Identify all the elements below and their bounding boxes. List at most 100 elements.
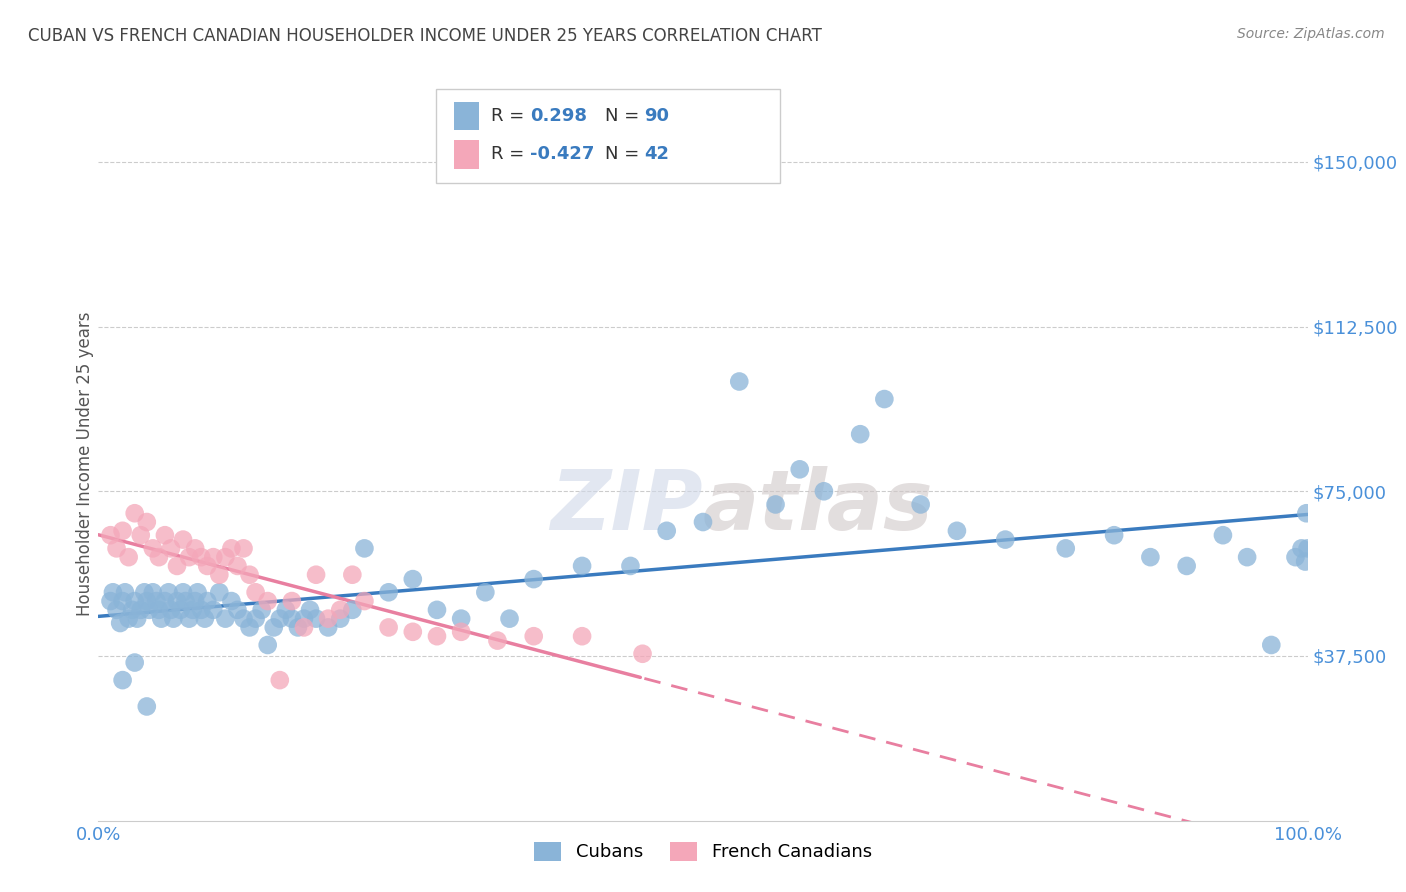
Point	[111, 673, 134, 687]
Point	[1212, 528, 1234, 542]
Point	[402, 572, 425, 586]
Point	[100, 528, 122, 542]
Point	[353, 594, 375, 608]
Point	[450, 612, 472, 626]
Point	[134, 585, 156, 599]
Text: ZIP: ZIP	[550, 467, 703, 547]
Point	[148, 603, 170, 617]
Point	[124, 506, 146, 520]
Point	[239, 620, 262, 634]
Point	[194, 612, 217, 626]
Point	[450, 624, 472, 639]
Point	[179, 612, 201, 626]
Point	[1102, 528, 1125, 542]
Point	[111, 524, 134, 538]
Point	[138, 603, 160, 617]
Text: 90: 90	[644, 107, 669, 125]
Point	[105, 541, 128, 556]
Point	[135, 515, 157, 529]
Point	[114, 585, 136, 599]
Point	[121, 603, 143, 617]
Point	[377, 620, 399, 634]
Point	[1294, 555, 1316, 569]
Point	[474, 585, 496, 599]
Point	[124, 594, 146, 608]
Point	[256, 638, 278, 652]
Point	[202, 550, 225, 565]
Text: Source: ZipAtlas.com: Source: ZipAtlas.com	[1237, 27, 1385, 41]
Point	[523, 572, 546, 586]
Point	[631, 647, 654, 661]
Point	[129, 528, 152, 542]
Point	[426, 629, 449, 643]
Point	[187, 585, 209, 599]
Point	[148, 550, 170, 565]
Text: atlas: atlas	[703, 467, 934, 547]
Point	[486, 633, 509, 648]
Point	[571, 629, 593, 643]
Point	[292, 620, 315, 634]
Point	[160, 603, 183, 617]
Point	[166, 558, 188, 573]
Point	[135, 594, 157, 608]
Point	[329, 612, 352, 626]
Point	[426, 603, 449, 617]
Point	[1139, 550, 1161, 565]
Point	[142, 585, 165, 599]
Point	[232, 612, 254, 626]
Point	[910, 498, 932, 512]
Point	[250, 603, 273, 617]
Point	[135, 699, 157, 714]
Point	[329, 603, 352, 617]
Point	[124, 656, 146, 670]
Point	[342, 567, 364, 582]
Point	[118, 550, 141, 565]
Point	[873, 392, 896, 406]
Point	[239, 567, 262, 582]
Point	[377, 585, 399, 599]
Point	[214, 550, 236, 565]
Point	[226, 603, 249, 617]
Text: R =: R =	[491, 107, 530, 125]
Point	[292, 612, 315, 626]
Text: CUBAN VS FRENCH CANADIAN HOUSEHOLDER INCOME UNDER 25 YEARS CORRELATION CHART: CUBAN VS FRENCH CANADIAN HOUSEHOLDER INC…	[28, 27, 823, 45]
Point	[172, 533, 194, 547]
Text: 0.298: 0.298	[530, 107, 588, 125]
Point	[946, 524, 969, 538]
Text: 42: 42	[644, 145, 669, 163]
Point	[849, 427, 872, 442]
Point	[153, 528, 176, 542]
Point	[305, 567, 328, 582]
Y-axis label: Householder Income Under 25 years: Householder Income Under 25 years	[76, 311, 94, 616]
Point	[692, 515, 714, 529]
Point	[1054, 541, 1077, 556]
Point	[299, 603, 322, 617]
Point	[150, 612, 173, 626]
Point	[172, 585, 194, 599]
Point	[190, 550, 212, 565]
Point	[160, 541, 183, 556]
Point	[208, 567, 231, 582]
Point	[129, 603, 152, 617]
Text: R =: R =	[491, 145, 530, 163]
Point	[287, 620, 309, 634]
Point	[281, 612, 304, 626]
Point	[342, 603, 364, 617]
Point	[571, 558, 593, 573]
Point	[316, 612, 339, 626]
Point	[316, 620, 339, 634]
Text: N =: N =	[605, 107, 644, 125]
Point	[195, 594, 218, 608]
Point	[619, 558, 641, 573]
Point	[269, 673, 291, 687]
Point	[105, 603, 128, 617]
Point	[523, 629, 546, 643]
Point	[765, 498, 787, 512]
Point	[402, 624, 425, 639]
Point	[1296, 541, 1319, 556]
Point	[245, 585, 267, 599]
Point	[162, 612, 184, 626]
Point	[1284, 550, 1306, 565]
Point	[127, 612, 149, 626]
Point	[179, 550, 201, 565]
